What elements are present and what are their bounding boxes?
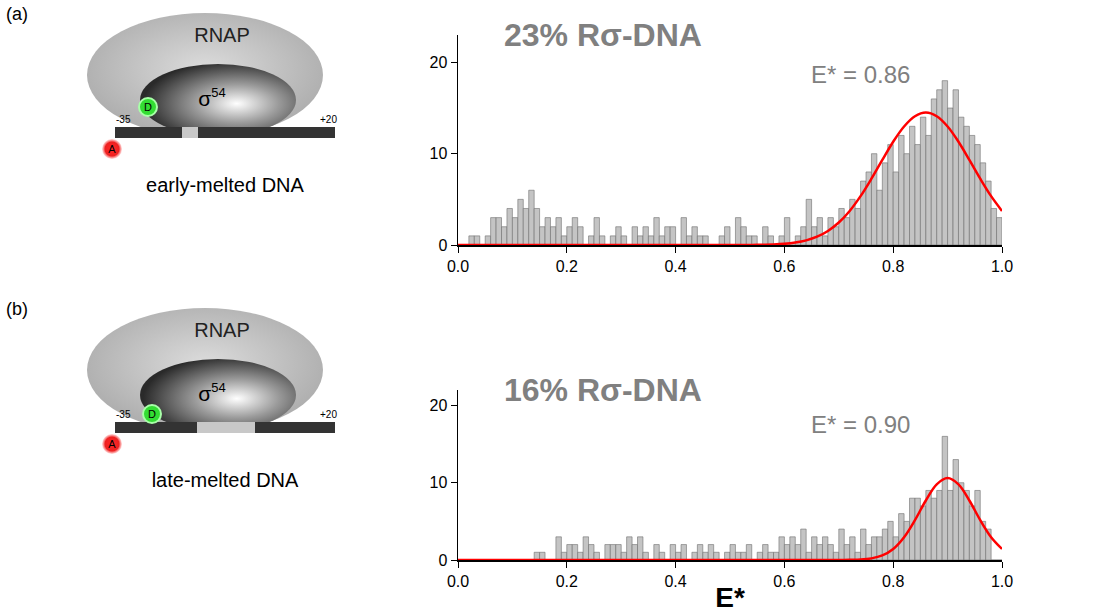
svg-text:0.2: 0.2 (556, 258, 578, 275)
svg-text:E* = 0.90: E* = 0.90 (811, 411, 910, 438)
svg-text:1.0: 1.0 (991, 258, 1013, 275)
svg-text:23% Rσ-DNA: 23% Rσ-DNA (504, 17, 702, 53)
svg-text:0: 0 (438, 237, 447, 254)
svg-text:0: 0 (438, 552, 447, 569)
svg-text:A: A (108, 143, 116, 155)
svg-text:-35: -35 (116, 409, 131, 420)
svg-text:(a): (a) (6, 4, 28, 24)
svg-text:E* = 0.86: E* = 0.86 (811, 61, 910, 88)
svg-text:RNAP: RNAP (194, 319, 250, 341)
svg-text:0.0: 0.0 (447, 573, 469, 590)
svg-text:-35: -35 (116, 114, 131, 125)
svg-text:0.8: 0.8 (882, 573, 904, 590)
svg-text:0.6: 0.6 (773, 258, 795, 275)
svg-text:D: D (148, 408, 156, 420)
svg-text:+20: +20 (320, 409, 337, 420)
svg-text:(b): (b) (6, 299, 28, 319)
svg-text:20: 20 (430, 397, 448, 414)
svg-text:0.4: 0.4 (664, 258, 686, 275)
svg-text:+20: +20 (320, 114, 337, 125)
svg-text:0.8: 0.8 (882, 258, 904, 275)
svg-text:0.0: 0.0 (447, 258, 469, 275)
svg-text:A: A (108, 438, 116, 450)
svg-text:0.4: 0.4 (664, 573, 686, 590)
svg-text:0.6: 0.6 (773, 573, 795, 590)
svg-text:16% Rσ-DNA: 16% Rσ-DNA (504, 372, 702, 408)
svg-text:σ54: σ54 (198, 85, 225, 110)
svg-text:late-melted DNA: late-melted DNA (152, 469, 299, 491)
svg-text:0.2: 0.2 (556, 573, 578, 590)
svg-text:D: D (144, 101, 152, 113)
svg-text:10: 10 (430, 474, 448, 491)
svg-text:early-melted DNA: early-melted DNA (146, 174, 304, 196)
svg-text:E*: E* (715, 582, 745, 613)
svg-text:20: 20 (430, 54, 448, 71)
svg-text:10: 10 (430, 145, 448, 162)
svg-text:1.0: 1.0 (991, 573, 1013, 590)
svg-text:RNAP: RNAP (194, 24, 250, 46)
svg-text:σ54: σ54 (198, 380, 225, 405)
